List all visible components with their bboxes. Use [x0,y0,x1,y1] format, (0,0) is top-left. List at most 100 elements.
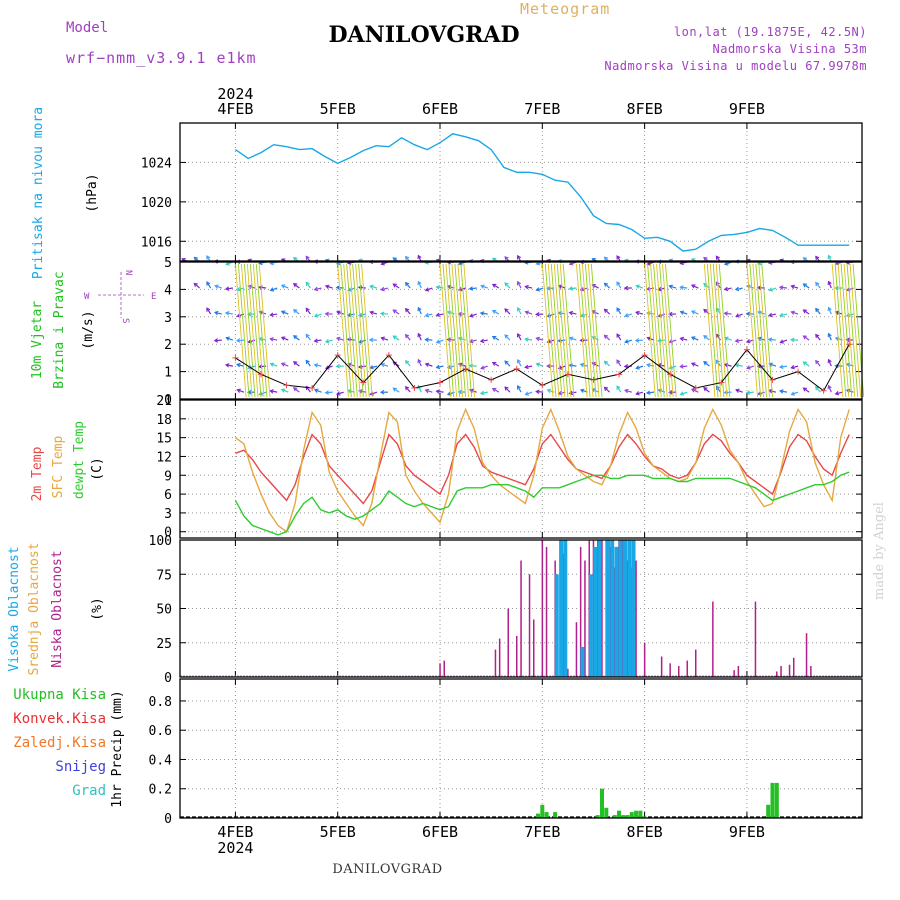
wind-gust-band [457,263,470,398]
wind-arrow-head [679,364,684,369]
wind-arrow [436,339,444,344]
wind-gust-band [349,263,361,398]
wind-gust-band [454,263,467,398]
compass-west: W [84,292,90,302]
wind-arrow [828,385,832,393]
wind-speed-marker [846,341,853,348]
wind-arrow-head [616,255,621,260]
wind-arrow [569,337,577,341]
wind-arrow [225,312,233,315]
wind-gust-band [846,263,859,398]
wind-speed-marker [513,365,520,372]
wind-arrow-head [646,362,651,368]
wind-arrow [746,285,754,289]
wind-gust-band [581,263,594,398]
wind-gust-band [590,263,603,398]
precip-bar [638,810,643,818]
wind-arrow [370,311,378,315]
wind-arrow-head [802,335,807,340]
wind-arrow [536,390,544,393]
wind-arrow-head [479,390,485,396]
cloud-bar [610,540,615,677]
wind-speed-marker [232,354,239,361]
cloud-bar [643,642,646,678]
ytick-label-pressure: 1020 [141,196,172,211]
wind-gust-band [541,263,554,398]
bottom-title: DANILOVGRAD [332,862,443,877]
wind-arrow [325,285,333,289]
precip-bar [540,804,545,818]
wind-arrow [405,308,411,315]
wind-arrow-head [546,388,552,394]
wind-arrow [293,387,300,393]
temp-ylabel-2m: 2m Temp [30,446,45,501]
wind-arrow-head [767,337,773,342]
ytick-label-wind: 1 [164,366,172,381]
wind-arrow [281,284,289,289]
wind-arrow [735,287,743,291]
precip-bar [770,782,775,818]
wind-arrow-head [546,363,551,369]
wind-arrow-head [579,287,585,292]
wind-gust-band [442,263,455,398]
wind-arrow-head [779,389,784,394]
wind-arrow-head [616,385,621,390]
panel-frame-temperature [179,399,863,539]
wind-arrow [768,313,777,317]
ytick-label-wind: 3 [164,311,172,326]
wind-arrow [504,282,511,289]
wind-arrow-head [815,255,820,261]
ytick-label-temperature: 15 [156,432,172,447]
cloud-bar [593,546,598,677]
wind-arrow [768,338,776,341]
panel-bg-precipitation [180,679,862,818]
wind-arrow [480,312,488,315]
wind-arrow-head [424,337,429,343]
wind-gust-band [584,263,597,398]
wind-arrow [616,359,622,367]
wind-arrow-head [347,287,352,292]
wind-arrow [436,313,444,316]
wind-arrow-head [468,286,474,291]
wind-arrow [214,339,222,342]
wind-arrow-head [623,364,629,369]
wind-arrow-head [392,387,397,392]
wind-gust-band [703,263,716,398]
wind-arrow-head [603,334,609,339]
wind-arrow-head [746,365,751,370]
wind-arrow-head [535,362,541,367]
cloud-bar [678,666,680,677]
wind-gust-band [448,263,461,398]
precip-legend-0: Ukupna Kisa [13,687,106,703]
wind-gust-band [665,263,677,398]
precip-bar [536,813,540,818]
wind-arrow [803,309,810,315]
cloud-bar [494,649,497,677]
cloud-bar [580,646,585,677]
wind-arrow-head [424,287,430,292]
precip-bar [774,782,779,818]
wind-arrow [458,337,466,341]
wind-arrow-head [435,312,440,318]
wind-gust-band [258,263,271,398]
wind-arrow [370,365,378,369]
wind-arrow-head [236,388,241,393]
wind-arrow [504,334,511,341]
cloud-ylabel-mid: Srednja Oblacnost [27,542,42,675]
panel-frame-pressure [179,122,863,262]
wind-arrow-head [424,312,430,318]
wind-arrow-head [790,337,795,343]
wind-arrow-head [634,338,640,343]
wind-arrow-head [504,256,509,261]
ytick-label-pressure: 1024 [141,156,172,171]
cloud-bar [776,671,778,677]
wind-arrow-head [392,361,397,366]
wind-arrow-head [668,390,673,395]
wind-arrow-head [734,286,740,292]
wind-arrow [469,339,477,343]
wind-arrow [525,365,533,368]
wind-arrow-head [646,336,651,341]
wind-speed-marker [411,385,418,392]
wind-arrow-head [369,310,374,315]
wind-arrow [314,287,322,291]
